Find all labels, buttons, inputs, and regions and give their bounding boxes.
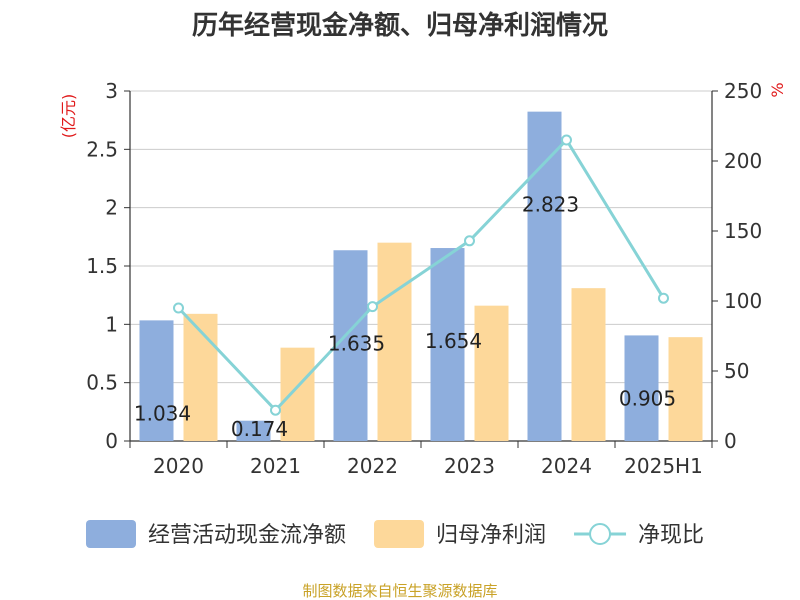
bar — [430, 248, 465, 441]
ratio-point — [561, 134, 572, 146]
bar — [139, 320, 174, 441]
left-tick-label: 0 — [105, 429, 118, 453]
legend-marker — [589, 523, 612, 545]
legend-swatch — [86, 520, 136, 548]
gridlines — [130, 90, 712, 384]
ratio-line — [173, 134, 669, 416]
bar-value-label: 1.034 — [134, 401, 191, 425]
bar-value-label: 0.905 — [619, 386, 676, 410]
source-note: 制图数据来自恒生聚源数据库 — [302, 582, 497, 600]
bar-value-label: 2.823 — [522, 193, 579, 217]
data-labels: 1.034 0.174 1.635 1.654 2.823 0.905 — [134, 193, 676, 441]
bar — [474, 305, 509, 441]
left-tick-label: 1 — [105, 312, 118, 336]
bar — [333, 250, 368, 441]
bars — [139, 111, 703, 442]
left-tick-label: 0.5 — [86, 371, 118, 395]
bar — [571, 288, 606, 441]
right-axis-unit-label: % — [768, 82, 787, 97]
ratio-point — [464, 235, 475, 247]
legend: 经营活动现金流净额 归母净利润 净现比 — [86, 520, 704, 548]
left-tick-label: 2.5 — [86, 137, 118, 161]
bar — [280, 347, 315, 441]
axes: 0 0.5 1 1.5 2 2.5 3 0 50 100 150 200 250 2020 2021 2022… — [86, 79, 762, 478]
bar — [527, 111, 562, 442]
bar — [377, 242, 412, 441]
left-tick-label: 2 — [105, 196, 118, 220]
bar-value-label: 1.635 — [328, 331, 385, 355]
bar-value-label: 0.174 — [231, 417, 288, 441]
x-tick-label: 2020 — [153, 454, 204, 478]
legend-swatch — [374, 520, 425, 548]
x-tick-label: 2025H1 — [624, 454, 703, 478]
bar — [236, 420, 271, 441]
ratio-point — [173, 302, 184, 314]
chart-title: 历年经营现金净额、归母净利润情况 — [192, 10, 608, 41]
ratio-point — [270, 404, 281, 416]
bar — [624, 335, 659, 441]
right-tick-label: 0 — [724, 429, 737, 453]
right-tick-label: 150 — [724, 219, 762, 243]
ratio-line-path — [177, 137, 665, 413]
right-tick-label: 250 — [724, 79, 762, 103]
left-tick-label: 3 — [105, 79, 118, 103]
legend-label: 归母净利润 — [436, 523, 546, 548]
left-tick-label: 1.5 — [86, 254, 118, 278]
x-tick-label: 2023 — [444, 454, 495, 478]
bar — [668, 337, 703, 441]
left-axis-unit-label: (亿元) — [59, 94, 78, 139]
x-tick-label: 2022 — [347, 454, 398, 478]
ratio-point — [658, 292, 669, 304]
right-tick-label: 50 — [724, 359, 749, 383]
right-tick-label: 100 — [724, 289, 762, 313]
legend-label: 经营活动现金流净额 — [148, 523, 346, 548]
legend-label: 净现比 — [638, 523, 704, 548]
bar — [183, 313, 218, 441]
bar-value-label: 1.654 — [425, 329, 482, 353]
right-tick-label: 200 — [724, 149, 762, 173]
x-tick-label: 2024 — [541, 454, 592, 478]
x-tick-label: 2021 — [250, 454, 301, 478]
ratio-point — [367, 301, 378, 313]
